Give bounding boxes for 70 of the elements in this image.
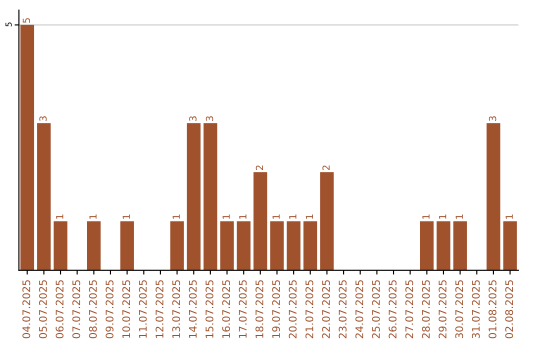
bar <box>170 221 184 270</box>
x-tick-label: 01.08.2025 <box>488 280 496 338</box>
data-label: 1 <box>456 214 463 219</box>
bar <box>436 221 450 270</box>
x-tick-label: 27.07.2025 <box>405 280 414 338</box>
bar <box>37 123 51 270</box>
bar <box>236 221 250 270</box>
bar <box>286 221 300 270</box>
x-tick-label: 05.07.2025 <box>39 280 47 338</box>
data-label: 1 <box>306 214 313 219</box>
x-tick-label: 02.08.2025 <box>505 280 514 338</box>
data-label: 1 <box>239 214 246 219</box>
x-tick-label: 21.07.2025 <box>305 280 314 338</box>
bar <box>270 221 284 270</box>
data-label: 2 <box>322 166 330 170</box>
x-tick-label: 12.07.2025 <box>156 280 164 338</box>
data-label: 3 <box>39 116 47 121</box>
x-tick-label: 29.07.2025 <box>438 280 446 338</box>
bar <box>453 221 467 270</box>
x-tick-label: 04.07.2025 <box>22 280 30 338</box>
x-tick-label: 22.07.2025 <box>322 280 330 338</box>
bar <box>186 123 201 270</box>
data-label: 3 <box>206 116 214 121</box>
x-tick-label: 15.07.2025 <box>206 280 214 338</box>
data-label: 5 <box>22 18 30 23</box>
x-tick-label: 09.07.2025 <box>106 280 114 338</box>
data-label: 1 <box>422 214 430 219</box>
bar <box>87 221 101 270</box>
data-label: 1 <box>289 214 296 219</box>
bar <box>204 123 218 270</box>
x-tick-label: 19.07.2025 <box>272 280 280 338</box>
bar <box>486 123 500 270</box>
data-label: 2 <box>256 166 264 170</box>
x-tick-label: 24.07.2025 <box>355 280 364 338</box>
x-tick-label: 31.07.2025 <box>472 280 480 338</box>
bar <box>254 172 268 270</box>
x-tick-label: 20.07.2025 <box>288 280 297 338</box>
data-label: 1 <box>506 214 513 219</box>
data-label: 1 <box>89 214 97 219</box>
bar <box>420 221 434 270</box>
data-label: 1 <box>439 214 446 219</box>
bar <box>120 221 134 270</box>
x-tick-label: 18.07.2025 <box>255 280 264 338</box>
x-tick-label: 08.07.2025 <box>88 280 97 338</box>
x-tick-label: 07.07.2025 <box>72 280 80 338</box>
bar <box>220 221 234 270</box>
x-tick-label: 11.07.2025 <box>138 280 147 338</box>
data-label: 3 <box>488 116 496 121</box>
x-tick-label: 28.07.2025 <box>422 280 430 338</box>
x-tick-label: 26.07.2025 <box>388 280 397 338</box>
x-tick-label: 10.07.2025 <box>122 280 130 338</box>
data-label: 1 <box>122 214 130 219</box>
data-label: 1 <box>172 214 180 219</box>
data-label: 1 <box>56 214 64 219</box>
data-label: 1 <box>222 214 230 219</box>
x-tick-label: 14.07.2025 <box>188 280 197 338</box>
x-tick-label: 16.07.2025 <box>222 280 230 338</box>
bar <box>503 221 517 270</box>
x-tick-label: 06.07.2025 <box>56 280 64 338</box>
data-label: 1 <box>272 214 280 219</box>
x-tick-label: 13.07.2025 <box>172 280 180 338</box>
data-label: 3 <box>189 116 197 121</box>
bar <box>20 24 34 270</box>
x-tick-label: 25.07.2025 <box>372 280 380 338</box>
x-tick-label: 30.07.2025 <box>455 280 464 338</box>
bar <box>303 221 318 270</box>
bar <box>54 221 68 270</box>
x-tick-label: 17.07.2025 <box>238 280 247 338</box>
bar <box>320 172 334 270</box>
x-tick-label: 23.07.2025 <box>338 280 347 338</box>
